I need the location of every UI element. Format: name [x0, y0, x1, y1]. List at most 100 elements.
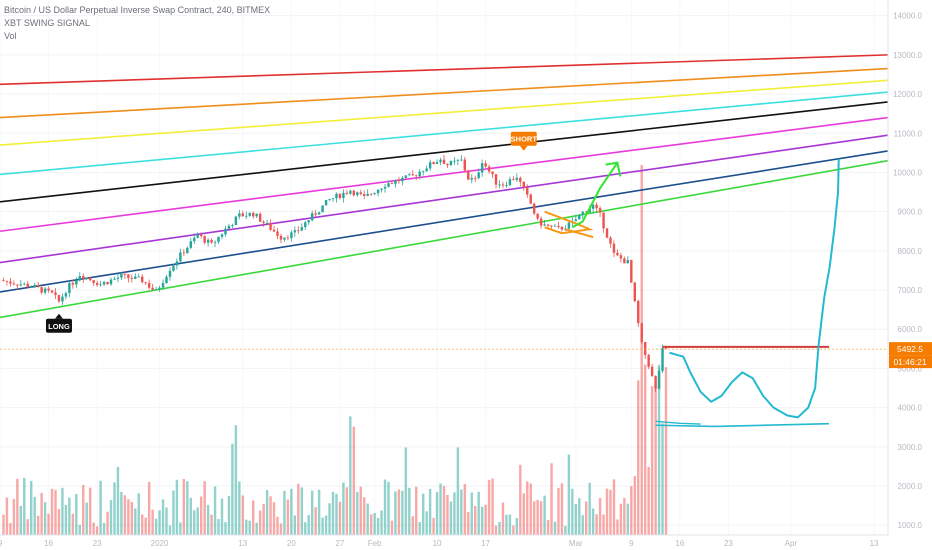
- candle-body: [238, 213, 241, 217]
- volume-bar: [92, 522, 95, 535]
- trendlines[interactable]: [0, 54, 889, 319]
- candle-body: [147, 283, 151, 288]
- candle-body: [349, 190, 352, 194]
- volume-bar: [553, 521, 557, 535]
- volume-bar: [68, 497, 71, 535]
- volume-bar: [647, 467, 650, 535]
- price-axis[interactable]: 1000.0 2000.0 3000.0 4000.0 5000.0 6000.0 7000…: [887, 0, 932, 550]
- candle-body: [258, 213, 262, 222]
- volume-bar: [199, 496, 203, 535]
- candle-body: [179, 252, 182, 262]
- volume-bar: [560, 483, 564, 535]
- volume-bar: [595, 514, 598, 535]
- symbol-title: Bitcoin / US Dollar Perpetual Inverse Sw…: [4, 5, 271, 15]
- candle-body: [95, 282, 99, 285]
- candle-body: [345, 192, 349, 194]
- volume-bar: [363, 497, 366, 535]
- candle-body: [82, 276, 85, 279]
- candle-body: [123, 273, 127, 275]
- candle-body: [529, 194, 532, 204]
- volume-bar: [144, 517, 147, 535]
- volume-bar: [467, 512, 470, 535]
- candle-body: [522, 181, 525, 188]
- candle-body: [137, 276, 140, 278]
- candle-body: [550, 225, 553, 227]
- y-tick-label: 10000.0: [893, 168, 922, 177]
- volume-bar: [54, 489, 57, 535]
- y-tick-label: 14000.0: [893, 12, 922, 21]
- candle-body: [297, 230, 300, 232]
- candle-body: [408, 174, 411, 176]
- candle-body: [359, 192, 362, 194]
- candle-body: [88, 277, 92, 281]
- volume-bar: [123, 495, 127, 535]
- candle-body: [369, 193, 373, 195]
- candle-body: [300, 227, 303, 231]
- trendline: [0, 91, 889, 176]
- volume-bar: [654, 385, 657, 535]
- volume-bar: [154, 518, 158, 535]
- trendline: [0, 101, 889, 203]
- x-tick-label: 27: [335, 539, 344, 548]
- volume-bar: [515, 518, 519, 535]
- y-tick-label: 3000.0: [898, 443, 923, 452]
- candle-body: [262, 221, 265, 223]
- candle-body: [609, 237, 612, 244]
- signal-label: SHORT: [511, 135, 538, 144]
- volume-bar: [366, 503, 369, 535]
- candle-body: [380, 188, 383, 190]
- candle-body: [144, 282, 147, 284]
- volume-bar: [470, 492, 473, 535]
- volume-bars: [2, 165, 668, 535]
- candle-body: [494, 174, 498, 185]
- volume-bar: [231, 443, 234, 535]
- candle-body: [439, 159, 442, 163]
- candle-body: [560, 226, 564, 230]
- candle-body: [276, 231, 279, 236]
- volume-bar: [661, 423, 664, 535]
- price-axis-bg: [888, 0, 932, 550]
- candle-body: [120, 273, 123, 278]
- volume-bar: [408, 487, 411, 535]
- candle-body: [40, 287, 43, 293]
- volume-bar: [491, 478, 494, 535]
- candle-body: [175, 261, 179, 266]
- candle-body: [47, 288, 50, 291]
- candle-body: [442, 159, 446, 164]
- volume-bar: [269, 496, 272, 535]
- candle-body: [199, 234, 203, 237]
- volume-bar: [26, 519, 29, 535]
- signal-label-bg: [45, 318, 72, 333]
- projection-base-line: [655, 420, 701, 425]
- candle-body: [227, 225, 231, 229]
- volume-bar: [529, 483, 532, 535]
- volume-bar: [359, 486, 362, 535]
- volume-bar: [47, 513, 50, 535]
- volume-bar: [82, 485, 85, 535]
- candle-body: [557, 225, 560, 227]
- volume-bar: [5, 497, 9, 535]
- annotations[interactable]: [0, 158, 888, 428]
- x-tick-label: 9: [0, 539, 3, 548]
- candle-body: [109, 279, 113, 285]
- candle-body: [637, 300, 640, 324]
- volume-bar: [588, 482, 591, 535]
- breakout-arrow: [571, 162, 619, 229]
- y-tick-label: 2000.0: [898, 482, 923, 491]
- candle-body: [335, 193, 338, 199]
- volume-bar: [657, 364, 661, 535]
- volume-bar: [206, 504, 210, 535]
- volume-bar: [168, 525, 172, 535]
- candle-body: [102, 281, 106, 285]
- candle-body: [619, 255, 623, 259]
- volume-bar: [460, 489, 463, 535]
- signal-label: LONG: [48, 322, 70, 331]
- time-axis[interactable]: 9 16 23 2020 13 20 27 Feb 10 17 Mar 9 16 23 Apr 13: [0, 534, 888, 548]
- candle-body: [57, 294, 61, 302]
- y-tick-label: 5000.0: [898, 364, 923, 373]
- trendline: [0, 134, 889, 264]
- candle-body: [210, 239, 213, 243]
- volume-bar: [505, 514, 508, 535]
- candle-body: [26, 283, 29, 288]
